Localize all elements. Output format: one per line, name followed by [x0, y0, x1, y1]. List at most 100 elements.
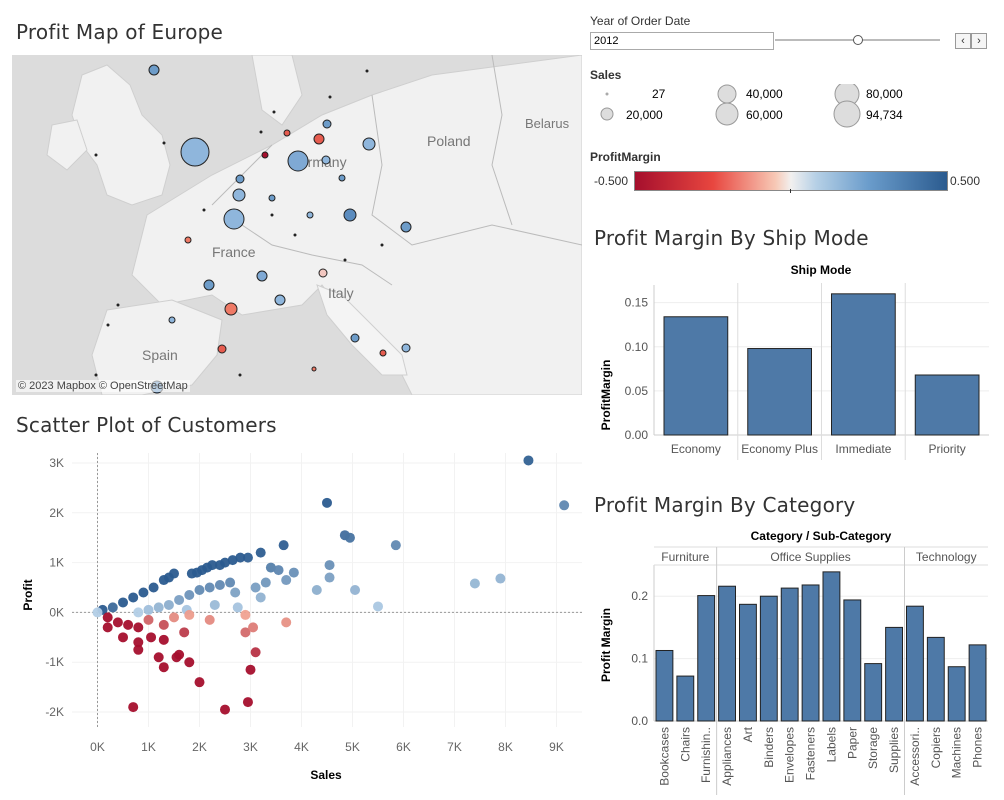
- city-bubble[interactable]: [343, 208, 357, 222]
- customer-point[interactable]: [523, 455, 534, 466]
- europe-map[interactable]: Poland Belarus Germany France Italy Spai…: [12, 55, 582, 395]
- customer-point[interactable]: [278, 540, 289, 551]
- customer-point[interactable]: [220, 704, 230, 715]
- category-bar[interactable]: [926, 636, 945, 722]
- customer-point[interactable]: [204, 582, 215, 593]
- city-bubble[interactable]: [338, 174, 346, 182]
- city-bubble[interactable]: [168, 316, 176, 324]
- customer-point[interactable]: [265, 562, 276, 573]
- customer-point[interactable]: [322, 497, 332, 508]
- customer-point[interactable]: [242, 697, 253, 708]
- city-bubble[interactable]: [184, 236, 192, 244]
- city-bubble[interactable]: [311, 366, 317, 372]
- category-bar[interactable]: [676, 675, 695, 722]
- customer-point[interactable]: [158, 575, 169, 586]
- customer-point[interactable]: [184, 609, 195, 620]
- customer-point[interactable]: [324, 572, 335, 583]
- customer-point[interactable]: [250, 647, 261, 658]
- customer-point[interactable]: [209, 599, 220, 610]
- customer-point[interactable]: [204, 614, 215, 625]
- category-bar[interactable]: [718, 585, 736, 722]
- city-bubble[interactable]: [148, 64, 160, 76]
- city-bubble[interactable]: [223, 208, 245, 230]
- category-bar[interactable]: [801, 584, 820, 722]
- customer-point[interactable]: [118, 632, 128, 643]
- customer-point[interactable]: [250, 582, 261, 593]
- customer-point[interactable]: [255, 592, 266, 603]
- city-bubble[interactable]: [203, 279, 215, 291]
- customer-point[interactable]: [245, 664, 256, 675]
- city-bubble[interactable]: [401, 343, 411, 353]
- city-bubble[interactable]: [274, 294, 286, 306]
- category-bar[interactable]: [947, 666, 966, 722]
- category-bar[interactable]: [822, 571, 841, 722]
- category-bar[interactable]: [843, 599, 862, 722]
- customer-point[interactable]: [112, 617, 123, 628]
- customer-point[interactable]: [255, 547, 266, 558]
- customer-point[interactable]: [214, 560, 225, 571]
- customer-point[interactable]: [133, 607, 144, 618]
- year-slider[interactable]: [775, 35, 940, 45]
- customer-point[interactable]: [163, 599, 174, 610]
- city-bubble[interactable]: [318, 268, 328, 278]
- customer-point[interactable]: [179, 627, 190, 638]
- customer-point[interactable]: [235, 552, 246, 563]
- customer-point[interactable]: [344, 532, 355, 543]
- customer-point[interactable]: [138, 587, 149, 598]
- customer-point[interactable]: [311, 585, 322, 595]
- city-bubble[interactable]: [180, 137, 210, 167]
- customer-point[interactable]: [146, 632, 157, 643]
- city-bubble[interactable]: [350, 333, 360, 343]
- city-bubble[interactable]: [283, 129, 291, 137]
- customer-point[interactable]: [169, 612, 179, 623]
- customer-point[interactable]: [230, 587, 241, 598]
- city-bubble[interactable]: [287, 150, 309, 172]
- category-bar[interactable]: [864, 663, 883, 722]
- city-bubble[interactable]: [235, 174, 245, 184]
- customer-point[interactable]: [469, 578, 480, 589]
- customer-point[interactable]: [92, 607, 103, 618]
- ship-bar[interactable]: [831, 293, 896, 436]
- customer-point[interactable]: [143, 614, 154, 625]
- customer-point[interactable]: [248, 622, 259, 633]
- ship-bar[interactable]: [914, 374, 980, 436]
- customer-point[interactable]: [260, 577, 271, 588]
- customer-point[interactable]: [128, 592, 139, 603]
- customer-point[interactable]: [273, 565, 284, 576]
- customer-point[interactable]: [158, 619, 169, 630]
- customer-point[interactable]: [133, 637, 144, 648]
- city-bubble[interactable]: [313, 133, 325, 145]
- category-bar[interactable]: [885, 626, 903, 722]
- customer-point[interactable]: [143, 604, 154, 615]
- customer-point[interactable]: [184, 657, 195, 668]
- customer-point[interactable]: [194, 677, 205, 688]
- customer-point[interactable]: [148, 582, 159, 593]
- city-bubble[interactable]: [321, 155, 331, 165]
- customer-point[interactable]: [118, 597, 128, 608]
- customer-point[interactable]: [288, 567, 299, 578]
- city-bubble[interactable]: [217, 344, 227, 354]
- customer-point[interactable]: [128, 702, 139, 713]
- customer-point[interactable]: [324, 560, 335, 571]
- city-bubble[interactable]: [322, 119, 332, 129]
- customer-point[interactable]: [133, 644, 144, 655]
- year-filter-input[interactable]: [590, 32, 774, 50]
- ship-bar[interactable]: [663, 316, 729, 436]
- customer-point[interactable]: [184, 589, 195, 600]
- customer-point[interactable]: [123, 619, 134, 630]
- customer-point[interactable]: [174, 594, 185, 605]
- customer-point[interactable]: [232, 602, 243, 613]
- category-bar[interactable]: [759, 595, 778, 722]
- customer-point[interactable]: [171, 652, 182, 663]
- customer-point[interactable]: [102, 612, 113, 623]
- customer-point[interactable]: [240, 609, 251, 620]
- city-bubble[interactable]: [268, 194, 276, 202]
- customer-point[interactable]: [390, 540, 401, 551]
- customer-point[interactable]: [153, 652, 164, 663]
- city-bubble[interactable]: [379, 349, 387, 357]
- customer-point[interactable]: [133, 622, 144, 633]
- next-year-button[interactable]: ›: [971, 33, 987, 49]
- customer-point[interactable]: [158, 634, 169, 645]
- city-bubble[interactable]: [261, 151, 269, 159]
- customer-point[interactable]: [242, 552, 253, 563]
